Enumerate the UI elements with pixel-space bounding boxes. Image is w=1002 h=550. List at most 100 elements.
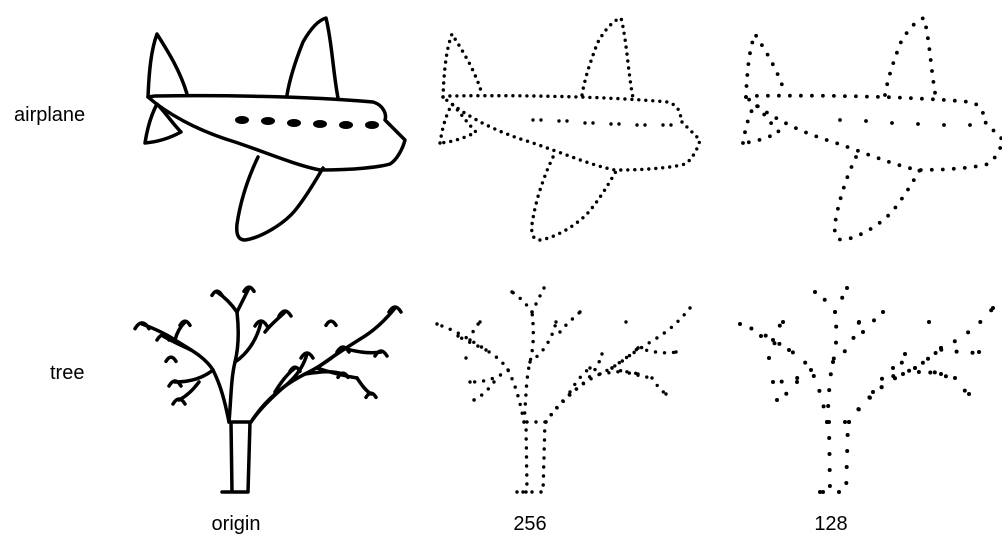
airplane-256-point — [635, 123, 638, 126]
tree-256-point — [663, 331, 666, 334]
airplane-256-point — [462, 111, 465, 114]
tree-256-point — [472, 398, 475, 401]
airplane-128-point — [928, 47, 932, 51]
tree-256-point — [542, 474, 545, 477]
airplane-256-point — [633, 168, 636, 171]
tree-128-point — [784, 392, 788, 396]
airplane-256-point — [605, 167, 608, 170]
airplane-128-point — [771, 62, 775, 66]
airplane-256-point — [644, 99, 647, 102]
tree-256-point — [663, 351, 666, 354]
airplane-128-point — [974, 103, 978, 107]
airplane-128-point — [894, 206, 898, 210]
tree-256-point — [525, 446, 528, 449]
tree-stroke-12 — [317, 308, 395, 368]
airplane-256-point — [585, 161, 588, 164]
tree-128-point — [764, 334, 768, 338]
airplane-256-point — [574, 95, 577, 98]
tree-sketch-origin — [135, 282, 415, 502]
tree-128-point — [845, 465, 849, 469]
airplane-128-point — [750, 41, 754, 45]
airplane-256-point — [594, 46, 597, 49]
airplane-256-point — [692, 153, 695, 156]
airplane-128-point — [762, 113, 766, 117]
tree-256-point — [607, 371, 610, 374]
airplane-128-point — [825, 138, 829, 142]
airplane-256-point — [474, 74, 477, 77]
tree-256-point — [655, 336, 658, 339]
tree-256-point — [478, 320, 481, 323]
airplane-128-point — [766, 53, 770, 57]
airplane-256-point — [535, 201, 538, 204]
airplane-256-point — [654, 167, 657, 170]
airplane-128-point — [909, 96, 913, 100]
tree-256-point — [542, 465, 545, 468]
airplane-128-point — [794, 126, 798, 130]
tree-256-point — [525, 420, 528, 423]
airplane-256-point — [589, 60, 592, 63]
airplane-128-point — [856, 149, 860, 153]
tree-128-point — [844, 481, 848, 485]
airplane-128-point — [891, 61, 895, 65]
airplane-256-point — [599, 165, 602, 168]
tree-128-point — [827, 388, 831, 392]
airplane-128-point — [981, 111, 985, 115]
airplane-128-point — [964, 100, 968, 104]
column-label-128: 128 — [771, 512, 891, 536]
tree-256-point — [523, 411, 526, 414]
airplane-256-point — [525, 94, 528, 97]
airplane-256-point — [647, 167, 650, 170]
tree-256-point — [683, 313, 686, 316]
airplane-256-point — [462, 136, 465, 139]
airplane-128-point — [921, 17, 925, 21]
tree-128-point — [900, 361, 904, 365]
tree-128-point — [826, 404, 830, 408]
airplane-256-point — [630, 87, 633, 90]
airplane-256-point — [626, 59, 629, 62]
tree-256-point — [528, 360, 531, 363]
airplane-256-point — [628, 73, 631, 76]
airplane-128-point — [932, 80, 936, 84]
tree-128-point — [787, 348, 791, 352]
tree-128-point — [803, 361, 807, 365]
tree-128-point — [903, 352, 907, 356]
airplane-128-point — [899, 41, 903, 45]
airplane-256-point — [455, 94, 458, 97]
tree-256-point — [564, 324, 567, 327]
tree-128-point — [881, 310, 885, 314]
airplane-128-point — [776, 72, 780, 76]
tree-128-point — [738, 322, 742, 326]
tree-256-point — [645, 375, 648, 378]
airplane-256-point — [497, 94, 500, 97]
airplane-256-point — [474, 118, 477, 121]
airplane-128-point — [777, 130, 781, 134]
tree-256-point — [525, 455, 528, 458]
airplane-256-point — [675, 164, 678, 167]
airplane-128-point — [760, 43, 764, 47]
column-label-origin: origin — [176, 512, 296, 536]
tree-256-point — [656, 384, 659, 387]
airplane-256-point — [665, 100, 668, 103]
tree-256-point — [501, 362, 504, 365]
tree-256-point — [579, 376, 582, 379]
airplane-128-point — [810, 94, 814, 98]
airplane-256-point — [483, 94, 486, 97]
airplane-128-point — [746, 120, 750, 124]
airplane-256-point — [552, 235, 555, 238]
tree-128-point — [837, 490, 841, 494]
airplane-256-point — [543, 175, 546, 178]
airplane-128-point — [799, 94, 803, 98]
airplane-256-point — [476, 94, 479, 97]
airplane-window — [339, 121, 353, 129]
tree-128-point — [872, 318, 876, 322]
airplane-256-point — [688, 159, 691, 162]
airplane-128-point — [843, 94, 847, 98]
airplane-256-point — [469, 133, 472, 136]
airplane-256-point — [595, 200, 598, 203]
tree-256-point — [632, 351, 635, 354]
tree-256-point — [664, 392, 667, 395]
tree-256-point — [530, 310, 533, 313]
tree-128-point — [771, 338, 775, 342]
airplane-128-point — [747, 140, 751, 144]
airplane-256-point — [622, 32, 625, 35]
